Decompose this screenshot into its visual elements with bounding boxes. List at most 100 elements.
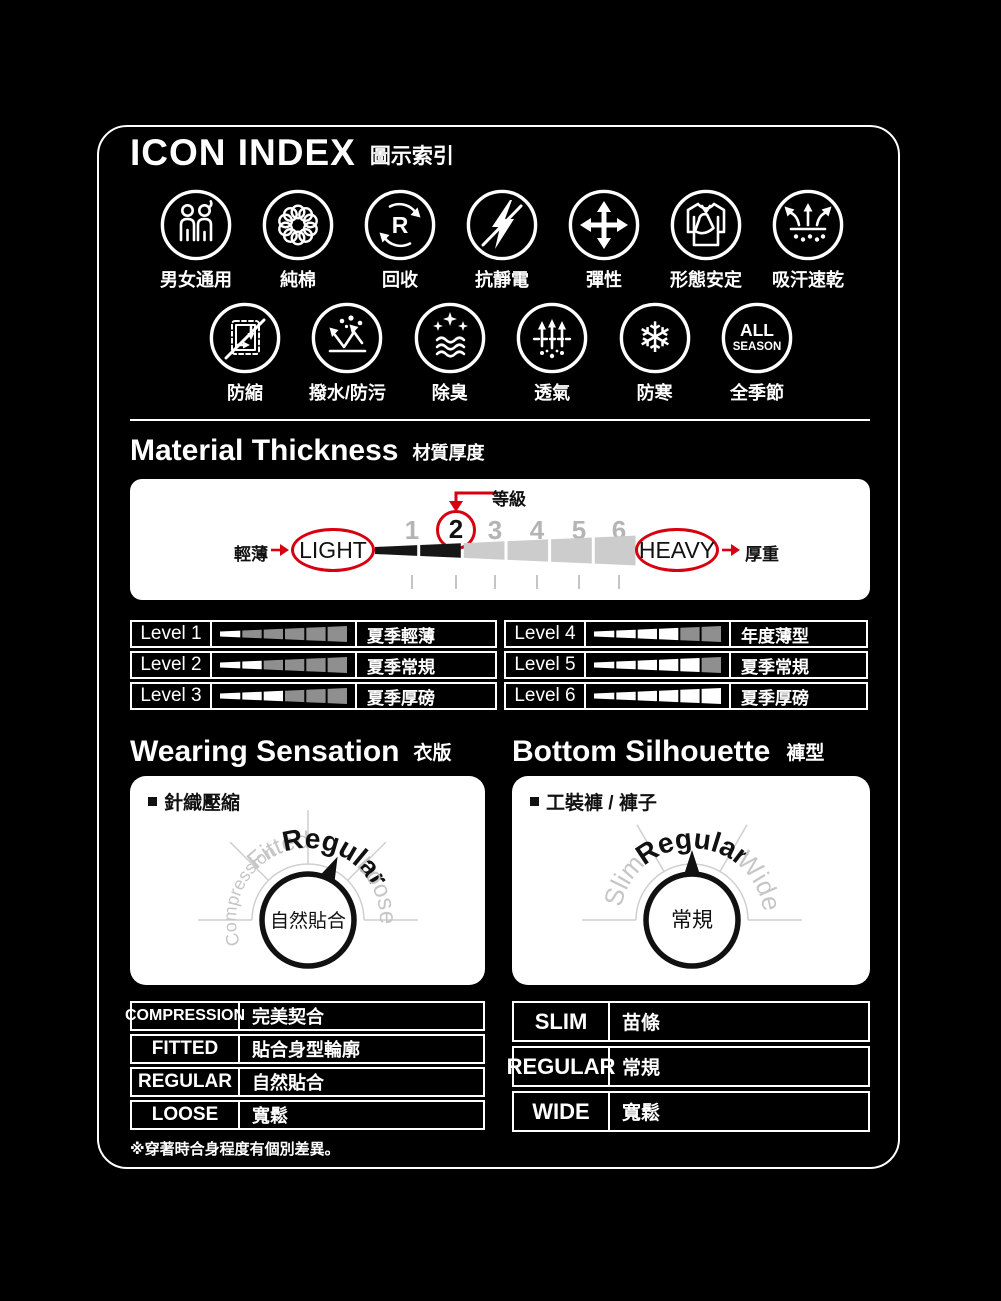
level-row: Level 1 夏季輕薄 — [130, 620, 497, 648]
shape-retention-icon — [668, 187, 744, 268]
grade-label: 等級 — [492, 490, 526, 509]
light-cn-label: 輕薄 — [234, 545, 268, 564]
legend-value: 常規 — [622, 1058, 661, 1079]
icon-item-shape-retention: 形態安定 — [658, 187, 754, 291]
level-table-left: Level 1 夏季輕薄 Level 2 夏季常規 Level 3 夏季厚磅 — [130, 620, 497, 713]
level-desc: 年度薄型 — [741, 626, 809, 646]
svg-text:R: R — [392, 212, 409, 238]
level-row: Level 5 夏季常規 — [504, 651, 868, 679]
icon-index-title: ICON INDEX — [130, 132, 356, 173]
material-thickness-title: Material Thickness — [130, 434, 399, 467]
icon-item-cold-protection: ❄ 防寒 — [607, 300, 703, 404]
category-label: 工裝褲 / 褲子 — [546, 793, 657, 814]
level-name: Level 4 — [506, 622, 586, 646]
level-table-right: Level 4 年度薄型 Level 5 夏季常規 Level 6 夏季厚磅 — [504, 620, 868, 713]
level-desc: 夏季厚磅 — [367, 688, 435, 708]
silhouette-legend-table: SLIM 苗條 REGULAR 常規 WIDE 寬鬆 — [507, 1001, 870, 1136]
wearing-sensation-title: Wearing Sensation — [130, 735, 400, 768]
icon-index-subtitle: 圖示索引 — [369, 145, 454, 168]
stretch-icon — [566, 187, 642, 268]
icon-label: 男女通用 — [160, 270, 232, 290]
recycle-icon: R — [362, 187, 438, 268]
silhouette-table-row: WIDE 寬鬆 — [512, 1091, 870, 1132]
fit-table-row: FITTED 貼合身型輪廓 — [130, 1034, 485, 1064]
icon-label: 防寒 — [636, 383, 673, 403]
svg-text:自然貼合: 自然貼合 — [270, 910, 346, 932]
icon-label: 防縮 — [227, 383, 263, 403]
level-row: Level 4 年度薄型 — [504, 620, 868, 648]
legend-value: 寬鬆 — [252, 1106, 288, 1126]
bottom-silhouette-category: 工裝褲 / 褲子 — [530, 788, 657, 815]
legend-key: FITTED — [132, 1036, 240, 1062]
legend-value: 寬鬆 — [622, 1103, 661, 1124]
bottom-silhouette-title: Bottom Silhouette — [512, 735, 771, 768]
level-desc: 夏季輕薄 — [367, 626, 435, 646]
level-name: Level 5 — [506, 653, 586, 677]
legend-value: 自然貼合 — [252, 1073, 324, 1093]
scale-number-3: 3 — [487, 515, 503, 545]
level-row: Level 3 夏季厚磅 — [130, 682, 497, 710]
wearing-sensation-category: 針織壓縮 — [148, 788, 240, 815]
bottom-silhouette-panel: Slim Regular Wide 常規 工裝褲 / 褲子 — [512, 776, 870, 985]
legend-key: REGULAR — [132, 1069, 240, 1095]
heavy-badge: HEAVY — [635, 528, 719, 572]
icon-item-anti-static: 抗靜電 — [454, 187, 550, 291]
icon-item-unisex: 男女通用 — [148, 187, 244, 291]
material-thickness-subtitle: 材質厚度 — [412, 443, 485, 463]
fit-legend-table: COMPRESSION 完美契合 FITTED 貼合身型輪廓 REGULAR 自然貼合 LO… — [125, 1001, 485, 1133]
wearing-sensation-dial: Compression Fitted Regular Loose 自然貼合 — [130, 776, 485, 990]
bottom-silhouette-dial: Slim Regular Wide 常規 — [512, 776, 870, 990]
legend-value: 貼合身型輪廓 — [252, 1040, 360, 1060]
svg-text:SEASON: SEASON — [733, 341, 782, 353]
icon-label: 撥水/防污 — [308, 383, 386, 403]
square-bullet-icon — [148, 797, 157, 806]
icon-label: 吸汗速乾 — [772, 270, 844, 290]
icon-label: 純棉 — [280, 270, 316, 290]
section-divider — [130, 419, 870, 421]
wearing-sensation-header: Wearing Sensation 衣版 — [130, 737, 452, 767]
icon-label: 全季節 — [729, 383, 784, 403]
scale-number-1: 1 — [404, 515, 420, 545]
bottom-silhouette-subtitle: 褲型 — [786, 743, 825, 764]
icon-label: 回收 — [382, 270, 418, 290]
legend-key: WIDE — [514, 1093, 610, 1130]
heavy-cn-label: 厚重 — [745, 545, 779, 564]
icon-item-all-season: ALL SEASON 全季節 — [709, 300, 805, 404]
icon-label: 除臭 — [431, 383, 468, 403]
level-desc: 夏季常規 — [741, 657, 809, 677]
level-desc: 夏季常規 — [367, 657, 435, 677]
fit-table-row: COMPRESSION 完美契合 — [125, 1001, 485, 1031]
icon-row-1: 男女通用 純棉 R 回收 抗靜電 彈性 形態安定 吸汗速乾 — [148, 187, 856, 291]
heavy-arrow-icon — [722, 544, 740, 556]
icon-item-recycle: R 回收 — [352, 187, 448, 291]
light-badge: LIGHT — [291, 528, 375, 572]
heavy-label: HEAVY — [638, 536, 716, 563]
legend-value: 苗條 — [622, 1013, 661, 1034]
light-arrow-icon — [271, 544, 289, 556]
wearing-sensation-panel: Compression Fitted Regular Loose 自然貼合 針織壓縮 — [130, 776, 485, 985]
silhouette-table-row: SLIM 苗條 — [512, 1001, 870, 1042]
unisex-icon — [158, 187, 234, 268]
icon-label: 透氣 — [534, 383, 571, 403]
scale-number-5: 5 — [571, 515, 587, 545]
icon-row-2: 防縮 撥水/防污 除臭 透氣 ❄ 防寒 ALL SEASON 全季節 — [197, 300, 805, 404]
svg-text:常規: 常規 — [671, 909, 713, 932]
icon-item-deodorant: 除臭 — [402, 300, 498, 404]
icon-item-stretch: 彈性 — [556, 187, 652, 291]
grade-pointer-icon — [449, 491, 496, 512]
icon-item-anti-shrink: 防縮 — [197, 300, 293, 404]
icon-index-header: ICON INDEX 圖示索引 — [130, 134, 454, 171]
legend-value: 完美契合 — [252, 1007, 324, 1027]
legend-key: COMPRESSION — [125, 1003, 245, 1029]
legend-key: SLIM — [514, 1003, 610, 1040]
category-label: 針織壓縮 — [164, 793, 241, 814]
level-name: Level 6 — [506, 684, 586, 708]
quick-dry-icon — [770, 187, 846, 268]
legend-key: LOOSE — [132, 1102, 240, 1128]
anti-shrink-icon — [207, 300, 283, 381]
deodorant-icon — [412, 300, 488, 381]
outer-frame — [97, 125, 900, 1169]
svg-text:ALL: ALL — [740, 320, 774, 340]
level-wedge-cell — [586, 622, 731, 646]
